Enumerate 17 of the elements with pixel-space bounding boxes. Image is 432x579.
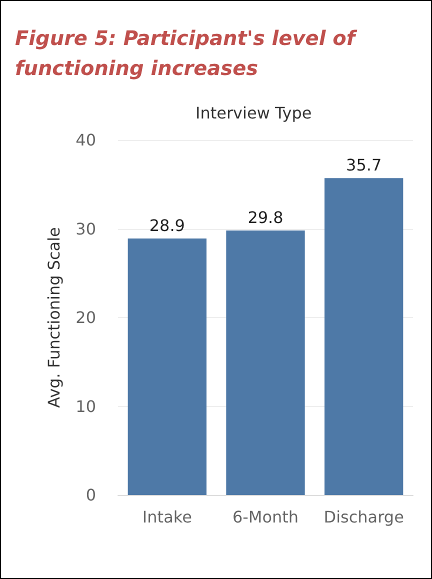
data-label: 35.7 [346, 156, 382, 175]
y-tick-label: 30 [76, 219, 96, 238]
x-axis-title: Interview Type [196, 104, 312, 122]
x-tick-label: 6-Month [232, 508, 299, 526]
bar [324, 178, 404, 495]
data-label: 29.8 [248, 208, 284, 228]
y-tick-label: 0 [86, 486, 96, 504]
x-tick-label: Discharge [324, 508, 404, 526]
y-tick-label: 20 [76, 308, 96, 327]
y-axis-title: Avg. Functioning Scale [44, 227, 64, 408]
y-tick-label: 40 [76, 130, 96, 150]
bar [128, 238, 206, 495]
bar [226, 230, 305, 495]
x-tick-label: Intake [142, 508, 192, 526]
data-label: 28.9 [149, 216, 185, 236]
y-tick-label: 10 [76, 396, 96, 416]
chart-title: Figure 5: Participant's level of functioning increases [15, 26, 362, 80]
